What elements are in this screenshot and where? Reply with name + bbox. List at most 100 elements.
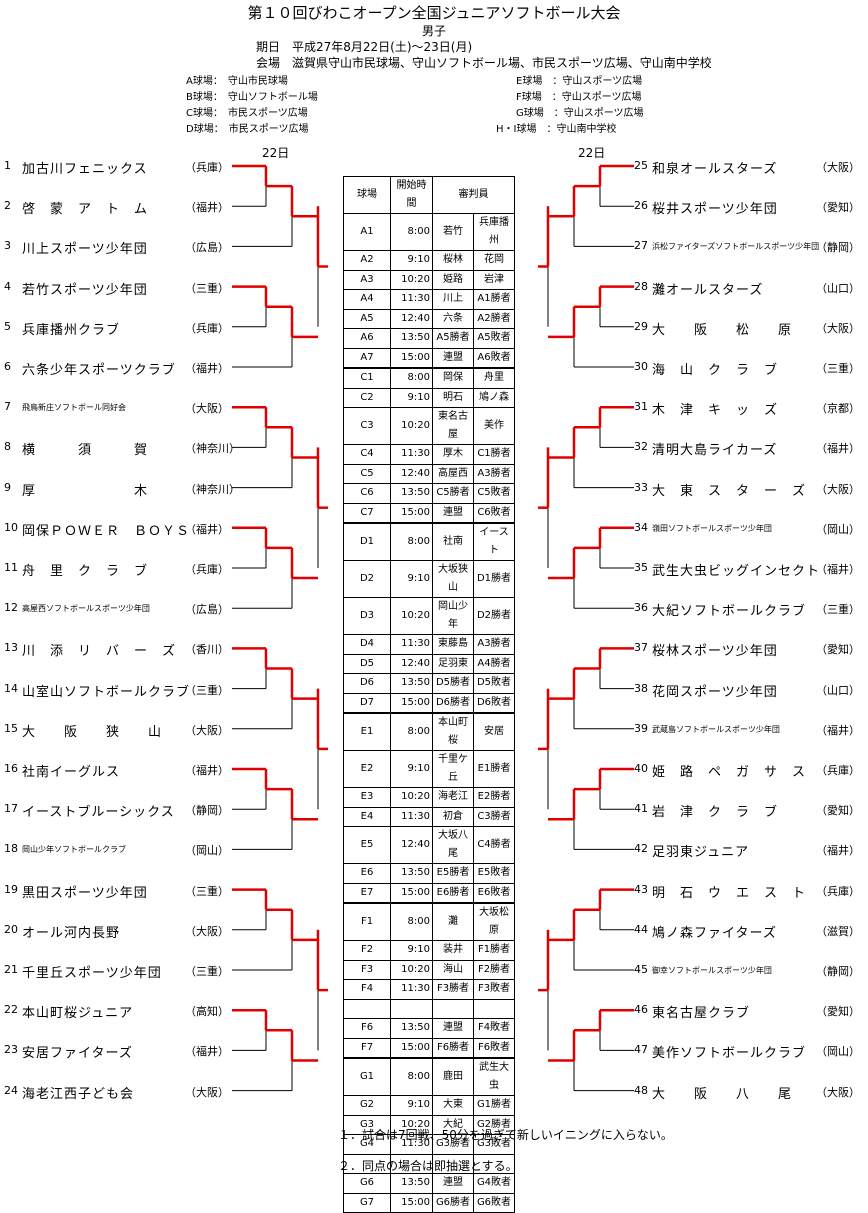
team-name: 厚 木 <box>22 483 149 499</box>
schedule-field: C4 <box>343 444 391 465</box>
schedule-umpire-1: 大坂狭山 <box>432 560 474 598</box>
team-prefecture: （岡山） <box>816 1045 860 1059</box>
schedule-time: 9:10 <box>390 750 433 788</box>
schedule-umpire-1 <box>432 998 474 1019</box>
schedule-umpire-1: 厚木 <box>432 444 474 465</box>
field-left-3: D球場： 市民スポーツ広場 <box>186 124 309 135</box>
schedule-umpire-1: 岡保 <box>432 367 474 389</box>
team-name: 大 阪 狭 山 <box>22 724 163 740</box>
team-name: 横 須 賀 <box>22 443 149 459</box>
schedule-time: 10:20 <box>390 407 433 445</box>
team-prefecture: （三重） <box>185 965 229 978</box>
schedule-field: A4 <box>343 289 391 310</box>
schedule-time: 13:50 <box>390 863 433 884</box>
team-name: 武蔵島ソフトボールスポーツ少年団 <box>652 724 780 734</box>
team-prefecture: （福井） <box>816 844 860 858</box>
schedule-row: E3 10:20 海老江 E2勝者 <box>343 787 515 808</box>
team-name: 若竹スポーツ少年団 <box>22 282 148 298</box>
schedule-row: C1 8:00 岡保 舟里 <box>343 367 515 389</box>
schedule-umpire-1: 姫路 <box>432 269 474 290</box>
schedule-time: 9:10 <box>390 250 433 271</box>
schedule-time: 13:50 <box>390 1018 433 1039</box>
team-number: 32 <box>634 440 648 454</box>
schedule-umpire-2: E5敗者 <box>473 863 515 884</box>
schedule-umpire-1: 桜林 <box>432 250 474 271</box>
schedule-time: 11:30 <box>390 444 433 465</box>
team-name: 浜松ファイターズソフトボールスポーツ少年団 <box>652 242 820 252</box>
team-name: 木 津 キ ッ ズ <box>652 403 779 419</box>
team-number: 8 <box>4 440 11 454</box>
team-name: 啓 蒙 ア ト ム <box>22 202 149 218</box>
schedule-row: G7 15:00 G6勝者 G6敗者 <box>343 1192 515 1213</box>
schedule-row: F7 15:00 F6勝者 F6敗者 <box>343 1037 515 1059</box>
schedule-table: 球場 開始時間 審判員 A1 8:00 若竹 兵庫播州 A2 9:10 桜林 花岡 A3 10:20 姫路… <box>343 176 515 1213</box>
team-prefecture: （福井） <box>185 362 229 375</box>
schedule-row: F4 11:30 F3勝者 F3敗者 <box>343 979 515 1000</box>
schedule-umpire-2: 安居 <box>473 712 515 751</box>
schedule-umpire-2: A3勝者 <box>473 463 515 484</box>
team-name: 岡保ＰＯＷＥＲ ＢＯＹＳ <box>22 523 191 539</box>
team-name: 清明大島ライカーズ <box>652 443 778 459</box>
schedule-row: C4 11:30 厚木 C1勝者 <box>343 444 515 465</box>
schedule-row: G2 9:10 大東 G1勝者 <box>343 1095 515 1116</box>
schedule-umpire-1: 六条 <box>432 308 474 329</box>
schedule-row: C7 15:00 連盟 C6敗者 <box>343 502 515 524</box>
page-title: 第１０回びわこオープン全国ジュニアソフトボール大会 <box>247 4 621 22</box>
team-name: 川上スポーツ少年団 <box>22 242 148 258</box>
team-prefecture: （愛知） <box>816 1005 860 1019</box>
schedule-row: F6 13:50 連盟 F4敗者 <box>343 1018 515 1039</box>
schedule-field: F4 <box>343 979 391 1000</box>
schedule-row: E1 8:00 本山町桜 安居 <box>343 712 515 751</box>
schedule-umpire-2: A4勝者 <box>473 653 515 674</box>
team-number: 7 <box>4 400 11 414</box>
schedule-field: F7 <box>343 1037 391 1059</box>
team-number: 20 <box>4 922 18 936</box>
team-number: 11 <box>4 561 18 574</box>
schedule-time: 9:10 <box>390 940 433 961</box>
schedule-row: A5 12:40 六条 A2勝者 <box>343 308 515 329</box>
team-number: 36 <box>634 601 648 615</box>
schedule-umpire-1: 海老江 <box>432 787 474 808</box>
team-prefecture: （兵庫） <box>816 764 860 777</box>
team-number: 10 <box>4 520 18 534</box>
schedule-time: 12:40 <box>390 308 433 329</box>
team-name: 安居ファイターズ <box>22 1046 133 1062</box>
team-prefecture: （三重） <box>185 683 229 697</box>
schedule-time: 10:20 <box>390 959 433 980</box>
event-dates: 期日 平成27年8月22日(土)～23日(月) <box>256 40 473 54</box>
team-name: 花岡スポーツ少年団 <box>652 684 778 700</box>
schedule-field: F2 <box>343 940 391 961</box>
schedule-time: 11:30 <box>390 289 433 310</box>
schedule-umpire-2: C3勝者 <box>473 806 515 827</box>
team-prefecture: （岡山） <box>816 522 860 536</box>
schedule-time: 12:40 <box>390 463 433 484</box>
schedule-umpire-2: G6敗者 <box>473 1192 515 1213</box>
field-right-1: F球場 ：守山スポーツ広場 <box>516 92 642 103</box>
schedule-time: 8:00 <box>390 712 433 751</box>
schedule-umpire-1: 装井 <box>432 940 474 961</box>
team-name: 千里丘スポーツ少年団 <box>22 966 162 981</box>
schedule-field: D6 <box>343 673 391 694</box>
field-left-2: C球場： 市民スポーツ広場 <box>186 108 308 119</box>
schedule-umpire-1: 大東 <box>432 1095 474 1116</box>
team-name: 足羽東ジュニア <box>652 845 750 861</box>
schedule-time: 10:20 <box>390 597 433 635</box>
schedule-field: C6 <box>343 483 391 504</box>
team-number: 21 <box>4 963 18 976</box>
team-prefecture: （大阪） <box>185 402 229 416</box>
team-name: 六条少年スポーツクラブ <box>22 363 176 378</box>
team-prefecture: （三重） <box>816 362 860 375</box>
schedule-umpire-2: 鳩ノ森 <box>473 387 515 408</box>
team-number: 25 <box>634 159 648 172</box>
schedule-header: 審判員 <box>432 176 515 214</box>
team-prefecture: （愛知） <box>816 201 860 215</box>
team-name: 大 阪 八 尾 <box>652 1086 793 1102</box>
team-name: 大 阪 松 原 <box>652 322 793 338</box>
team-number: 19 <box>4 882 18 896</box>
team-number: 17 <box>4 802 18 816</box>
schedule-field: E7 <box>343 882 391 904</box>
field-left-0: A球場： 守山市民球場 <box>186 76 288 87</box>
team-number: 35 <box>634 561 648 574</box>
schedule-umpire-1: 海山 <box>432 959 474 980</box>
schedule-umpire-1: 明石 <box>432 387 474 408</box>
